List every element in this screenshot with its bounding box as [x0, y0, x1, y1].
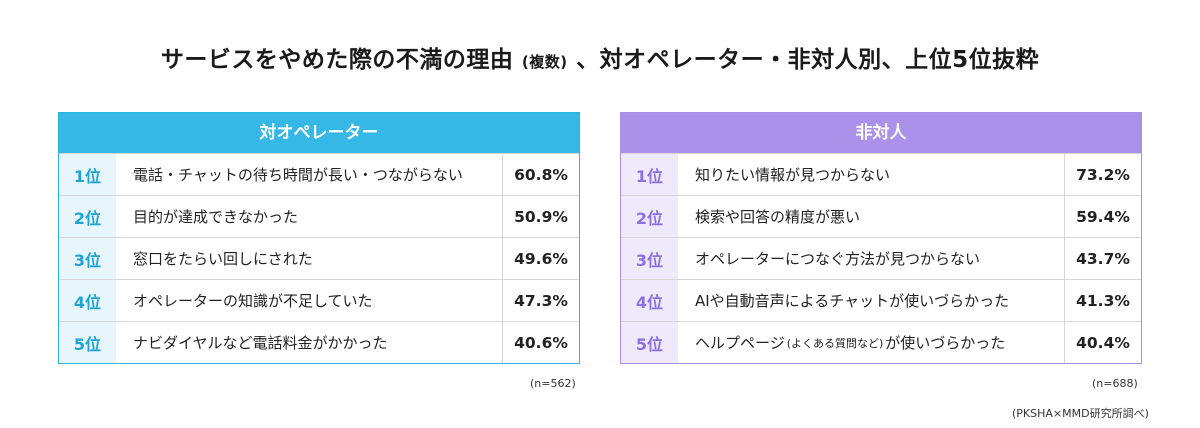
title-suffix: 、対オペレーター・非対人別、上位5位抜粋: [576, 47, 1040, 73]
rank-cell: 3位: [621, 238, 678, 279]
rank-cell: 4位: [59, 280, 116, 321]
rank-cell: 1位: [59, 154, 116, 195]
reason-cell: ナビダイヤルなど電話料金がかかった: [116, 322, 503, 363]
rank-cell: 1位: [621, 154, 678, 195]
table-row: 3位 オペレーターにつなぐ方法が見つからない 43.7%: [621, 237, 1141, 279]
reason-note-text: (よくある質問など): [786, 336, 884, 350]
table-row: 4位 オペレーターの知識が不足していた 47.3%: [59, 279, 579, 321]
reason-cell: 電話・チャットの待ち時間が長い・つながらない: [116, 154, 503, 195]
reason-cell: オペレーターの知識が不足していた: [116, 280, 503, 321]
reason-cell: ヘルプページ (よくある質問など) が使いづらかった: [678, 322, 1065, 363]
non-human-sample-size: (n=688): [1092, 377, 1138, 390]
rank-cell: 5位: [621, 322, 678, 363]
non-human-table-header: 非対人: [621, 113, 1141, 153]
percent-cell: 41.3%: [1076, 291, 1130, 310]
reason-cell: AIや自動音声によるチャットが使いづらかった: [678, 280, 1065, 321]
rank-cell: 2位: [59, 196, 116, 237]
non-human-table: 非対人 1位 知りたい情報が見つからない 73.2% 2位 検索や回答の精度が悪…: [620, 112, 1142, 364]
operator-table: 対オペレーター 1位 電話・チャットの待ち時間が長い・つながらない 60.8% …: [58, 112, 580, 364]
table-row: 3位 窓口をたらい回しにされた 49.6%: [59, 237, 579, 279]
percent-cell: 49.6%: [514, 249, 568, 268]
percent-cell: 43.7%: [1076, 249, 1130, 268]
title-note: (複数): [521, 53, 568, 71]
table-row: 1位 知りたい情報が見つからない 73.2%: [621, 153, 1141, 195]
operator-table-header: 対オペレーター: [59, 113, 579, 153]
percent-cell: 47.3%: [514, 291, 568, 310]
rank-cell: 2位: [621, 196, 678, 237]
reason-cell: オペレーターにつなぐ方法が見つからない: [678, 238, 1065, 279]
percent-cell: 50.9%: [514, 207, 568, 226]
percent-cell: 60.8%: [514, 165, 568, 184]
rank-cell: 3位: [59, 238, 116, 279]
percent-cell: 40.6%: [514, 333, 568, 352]
table-row: 1位 電話・チャットの待ち時間が長い・つながらない 60.8%: [59, 153, 579, 195]
percent-cell: 59.4%: [1076, 207, 1130, 226]
table-row: 4位 AIや自動音声によるチャットが使いづらかった 41.3%: [621, 279, 1141, 321]
reason-cell: 窓口をたらい回しにされた: [116, 238, 503, 279]
table-row: 5位 ヘルプページ (よくある質問など) が使いづらかった 40.4%: [621, 321, 1141, 363]
percent-cell: 40.4%: [1076, 333, 1130, 352]
rank-cell: 4位: [621, 280, 678, 321]
chart-title: サービスをやめた際の不満の理由 (複数) 、対オペレーター・非対人別、上位5位抜…: [0, 40, 1200, 74]
table-row: 2位 検索や回答の精度が悪い 59.4%: [621, 195, 1141, 237]
reason-cell: 検索や回答の精度が悪い: [678, 196, 1065, 237]
reason-cell: 知りたい情報が見つからない: [678, 154, 1065, 195]
table-row: 2位 目的が達成できなかった 50.9%: [59, 195, 579, 237]
reason-cell: 目的が達成できなかった: [116, 196, 503, 237]
title-main: サービスをやめた際の不満の理由: [160, 47, 514, 73]
operator-sample-size: (n=562): [530, 377, 576, 390]
percent-cell: 73.2%: [1076, 165, 1130, 184]
reason-main-text: ヘルプページ: [695, 334, 785, 352]
table-row: 5位 ナビダイヤルなど電話料金がかかった 40.6%: [59, 321, 579, 363]
rank-cell: 5位: [59, 322, 116, 363]
source-credit: (PKSHA×MMD研究所調べ): [1012, 407, 1149, 420]
reason-tail-text: が使いづらかった: [885, 334, 1006, 352]
